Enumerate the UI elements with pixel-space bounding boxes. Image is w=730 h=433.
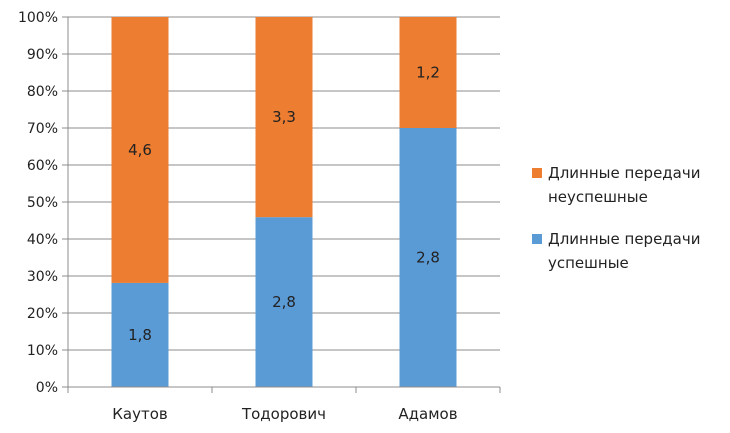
bar-segment <box>255 17 313 218</box>
y-tick-label: 80% <box>27 84 58 100</box>
legend-swatch <box>532 234 542 244</box>
bars: 1,8 4,6 2,8 3,3 2,8 1,2 <box>111 17 457 387</box>
data-label: 2,8 <box>416 249 440 267</box>
data-label: 1,8 <box>128 326 152 344</box>
legend-label: Длинные передачи <box>548 164 700 182</box>
legend-label: успешные <box>548 254 629 272</box>
data-label: 3,3 <box>272 108 296 126</box>
bar-segment <box>111 17 169 283</box>
y-tick-label: 100% <box>18 10 58 26</box>
y-tick-label: 90% <box>27 47 58 63</box>
bar-segment <box>111 282 169 387</box>
y-tick-label: 30% <box>27 269 58 285</box>
legend-label: Длинные передачи <box>548 230 700 248</box>
x-tick-label: Каутов <box>112 405 167 423</box>
y-tick-label: 60% <box>27 158 58 174</box>
bar-segment <box>399 128 457 387</box>
x-tick-label: Тодорович <box>241 405 326 423</box>
y-tick-label: 70% <box>27 121 58 137</box>
data-label: 1,2 <box>416 64 440 82</box>
bar-segment <box>399 17 457 128</box>
legend-label: неуспешные <box>548 188 648 206</box>
y-tick-label: 10% <box>27 343 58 359</box>
y-tick-label: 0% <box>36 380 58 396</box>
data-label: 2,8 <box>272 293 296 311</box>
data-label: 4,6 <box>128 141 152 159</box>
y-tick-label: 20% <box>27 306 58 322</box>
y-tick-label: 40% <box>27 232 58 248</box>
x-tick-label: Адамов <box>398 405 457 423</box>
legend: Длинные передачи неуспешные Длинные переда… <box>532 164 700 272</box>
bar-segment <box>255 217 313 387</box>
x-axis: Каутов Тодорович Адамов <box>67 386 501 423</box>
legend-swatch <box>532 168 542 178</box>
y-tick-label: 50% <box>27 195 58 211</box>
y-axis: 0% 10% 20% 30% 40% 50% 60% 70% 80% 90% 100% <box>18 10 69 396</box>
